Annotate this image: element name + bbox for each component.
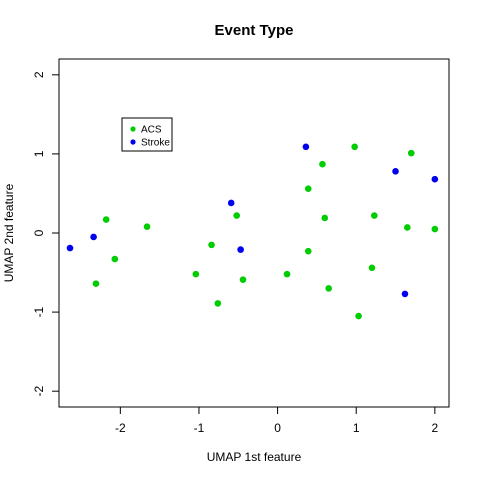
- legend: ACS Stroke: [121, 117, 173, 152]
- y-tick-label: 0: [32, 229, 46, 236]
- point-acs: [404, 224, 411, 231]
- data-points: [66, 143, 439, 320]
- point-acs: [102, 216, 110, 223]
- x-tick-label: 0: [274, 421, 281, 435]
- x-tick-label: 2: [432, 421, 439, 435]
- point-stroke: [90, 233, 97, 241]
- point-acs: [92, 280, 100, 287]
- point-acs: [431, 225, 439, 233]
- point-acs: [355, 312, 362, 320]
- point-acs: [192, 270, 200, 278]
- y-axis: -2 -1 0 1 2: [32, 71, 59, 397]
- point-acs: [325, 285, 332, 292]
- legend-marker-acs: [130, 126, 136, 132]
- point-stroke: [66, 244, 74, 252]
- point-acs: [371, 212, 378, 219]
- x-tick-label: 1: [353, 421, 360, 435]
- legend-marker-stroke: [130, 139, 136, 145]
- point-acs: [319, 160, 326, 168]
- legend-label-acs: ACS: [141, 125, 162, 136]
- x-tick-label: -2: [115, 421, 126, 435]
- y-tick-label: 2: [32, 71, 46, 78]
- legend-box: [121, 117, 173, 152]
- point-acs: [304, 185, 312, 193]
- point-acs: [321, 214, 329, 222]
- point-acs: [214, 300, 222, 307]
- point-acs: [283, 270, 291, 278]
- point-stroke: [431, 175, 439, 183]
- y-tick-label: 1: [32, 150, 46, 157]
- chart-title: Event Type: [215, 22, 294, 39]
- y-axis-label: UMAP 2nd feature: [2, 183, 16, 282]
- x-axis: -2 -1 0 1 2: [115, 407, 439, 435]
- point-acs: [304, 247, 312, 255]
- point-acs: [407, 149, 415, 157]
- point-acs: [351, 143, 358, 151]
- point-acs: [208, 241, 215, 249]
- point-stroke: [401, 290, 409, 298]
- point-stroke: [302, 143, 310, 151]
- point-stroke: [227, 199, 235, 207]
- legend-label-stroke: Stroke: [141, 138, 170, 149]
- legend-entries: ACS Stroke: [130, 125, 170, 149]
- y-tick-label: -2: [32, 386, 46, 397]
- x-axis-label: UMAP 1st feature: [207, 450, 302, 464]
- x-tick-label: -1: [194, 421, 205, 435]
- y-tick-label: -1: [32, 306, 46, 317]
- point-stroke: [392, 168, 399, 175]
- point-acs: [143, 223, 151, 230]
- point-acs: [111, 255, 119, 263]
- point-acs: [239, 276, 247, 283]
- point-acs: [233, 212, 241, 219]
- point-acs: [368, 264, 376, 272]
- point-stroke: [237, 246, 244, 253]
